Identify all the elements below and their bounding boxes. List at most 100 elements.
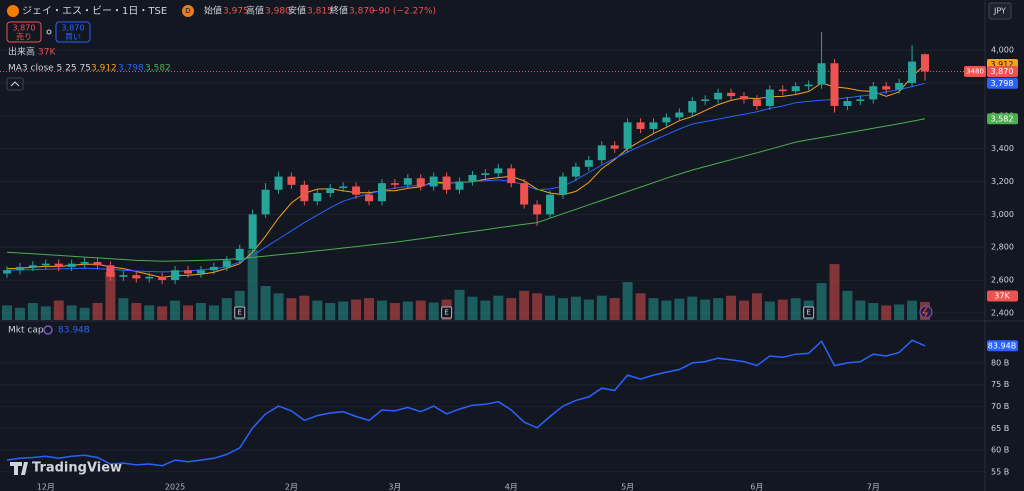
currency-button[interactable] <box>988 2 1012 20</box>
candle-body <box>158 276 167 281</box>
event-label: E <box>238 309 242 317</box>
volume-bar <box>454 289 465 320</box>
event-label: E <box>806 309 810 317</box>
volume-bar <box>596 295 607 320</box>
change: −90 (−2.27%) <box>371 7 436 17</box>
volume-bar <box>764 301 775 320</box>
candle-body <box>287 176 296 185</box>
volume-bar <box>170 300 181 320</box>
volume-bar <box>402 301 413 320</box>
sell-label: 売り <box>16 32 32 42</box>
candle-body <box>623 122 632 149</box>
volume-bar <box>79 307 90 320</box>
candle-body <box>41 263 50 266</box>
volume-bar <box>609 298 620 320</box>
x-tick-label: 6月 <box>750 483 763 491</box>
candle-body <box>804 84 813 87</box>
candle-body <box>584 160 593 167</box>
candle-body <box>261 189 270 215</box>
volume-bar <box>118 298 129 320</box>
volume-bar <box>532 293 543 320</box>
x-tick-label: 7月 <box>867 483 880 491</box>
candle-body <box>649 122 658 129</box>
buy-button[interactable] <box>55 21 91 43</box>
price-tag <box>987 77 1018 89</box>
x-tick-label: 2月 <box>285 483 298 491</box>
symbol-title: ジェイ・エス・ビー・1日・TSE <box>22 5 167 17</box>
ohlc-value: 3,975 <box>223 7 249 17</box>
event-label: E <box>444 309 448 317</box>
candle-body <box>869 86 878 100</box>
volume-bar <box>829 264 840 320</box>
spread-icon <box>46 29 52 35</box>
volume-bar <box>842 290 853 320</box>
volume-bar <box>299 295 310 320</box>
sell-button[interactable] <box>6 21 42 43</box>
price-tag <box>987 290 1018 302</box>
candle-body <box>184 270 193 274</box>
volume-bar <box>687 296 698 320</box>
candle-body <box>778 89 787 92</box>
ohlc-label: 終値 <box>330 5 348 17</box>
volume-bar <box>622 282 633 320</box>
candle-body <box>106 265 115 277</box>
price-tag-text: 3,912 <box>991 60 1014 69</box>
volume-bar <box>273 293 284 320</box>
candle-body <box>727 92 736 97</box>
event-marker <box>441 306 453 319</box>
y-tick-label: 70 B <box>991 402 1009 411</box>
price-tag-text: 3,870 <box>991 67 1014 76</box>
volume-bar <box>674 298 685 320</box>
series-line <box>6 118 926 262</box>
candle-body <box>248 214 257 249</box>
candle-body <box>416 178 425 187</box>
candle-body <box>222 260 231 267</box>
ohlc-value: 3,980 <box>265 7 291 17</box>
candle-body <box>93 262 102 266</box>
volume-bar <box>467 296 478 320</box>
candle-body <box>610 145 619 149</box>
volume-bar <box>635 293 646 320</box>
candle-body <box>145 276 154 279</box>
price-tag-text: 37K <box>994 292 1010 301</box>
y-tick-label: 2,800 <box>991 243 1014 252</box>
candle-body <box>494 168 503 174</box>
y-tick-label: 3,400 <box>991 144 1014 153</box>
price-tag-text: 3,582 <box>991 114 1014 123</box>
volume-bar <box>816 283 827 320</box>
mcap-icon <box>43 325 53 335</box>
candle-body <box>830 63 839 106</box>
candle-body <box>597 145 606 161</box>
mcap-legend: Mkt cap <box>8 326 44 336</box>
volume-bar <box>428 302 439 320</box>
candle-body <box>571 166 580 177</box>
candle-body <box>765 89 774 106</box>
candle-body <box>365 194 374 202</box>
volume-bar <box>545 295 556 320</box>
candle-body <box>339 186 348 189</box>
volume-bar <box>868 302 879 320</box>
candle-body <box>171 270 180 281</box>
collapse-button[interactable] <box>6 77 24 91</box>
candle-body <box>546 194 555 215</box>
candle-body <box>235 248 244 261</box>
volume-bar <box>247 250 258 320</box>
candle-body <box>3 270 11 274</box>
ohlc-value: 3,815 <box>307 7 333 17</box>
price-tag-text: 83.94B <box>988 341 1016 350</box>
x-tick-label: 5月 <box>621 483 634 491</box>
ohlc-label: 安値 <box>288 5 306 17</box>
volume-bar <box>338 301 349 320</box>
candle-body <box>15 266 24 271</box>
y-tick-label: 3,200 <box>991 177 1014 186</box>
y-tick-label: 4,000 <box>991 46 1014 55</box>
candle-body <box>843 101 852 106</box>
volume-bar <box>312 300 323 320</box>
volume-bar <box>66 305 77 320</box>
alert-icon[interactable] <box>919 305 933 319</box>
volume-bar <box>726 295 737 320</box>
volume-bar <box>480 300 491 320</box>
x-tick-label: 2025 <box>165 483 185 491</box>
volume-bar <box>557 298 568 320</box>
